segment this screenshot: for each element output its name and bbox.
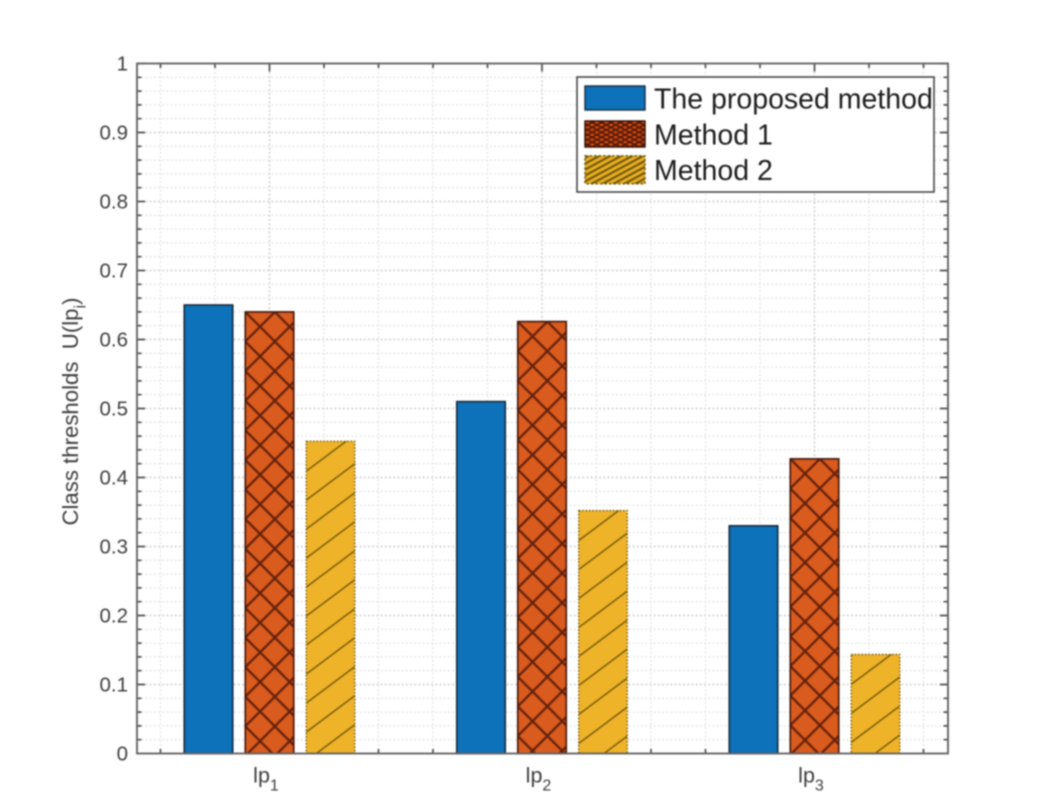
svg-text:0.6: 0.6 (100, 329, 129, 352)
svg-text:Method 1: Method 1 (654, 119, 773, 151)
svg-text:0.4: 0.4 (100, 467, 129, 490)
svg-text:0.7: 0.7 (100, 260, 129, 283)
svg-text:0.1: 0.1 (100, 674, 129, 697)
svg-text:0.8: 0.8 (100, 191, 129, 214)
svg-text:0.2: 0.2 (100, 605, 129, 628)
svg-text:0.9: 0.9 (100, 122, 129, 145)
svg-text:0.5: 0.5 (100, 398, 129, 421)
svg-text:0: 0 (117, 743, 128, 766)
svg-text:Method 2: Method 2 (654, 155, 773, 187)
svg-text:1: 1 (117, 53, 128, 76)
svg-text:0.3: 0.3 (100, 536, 129, 559)
svg-text:The proposed method: The proposed method (654, 83, 933, 115)
